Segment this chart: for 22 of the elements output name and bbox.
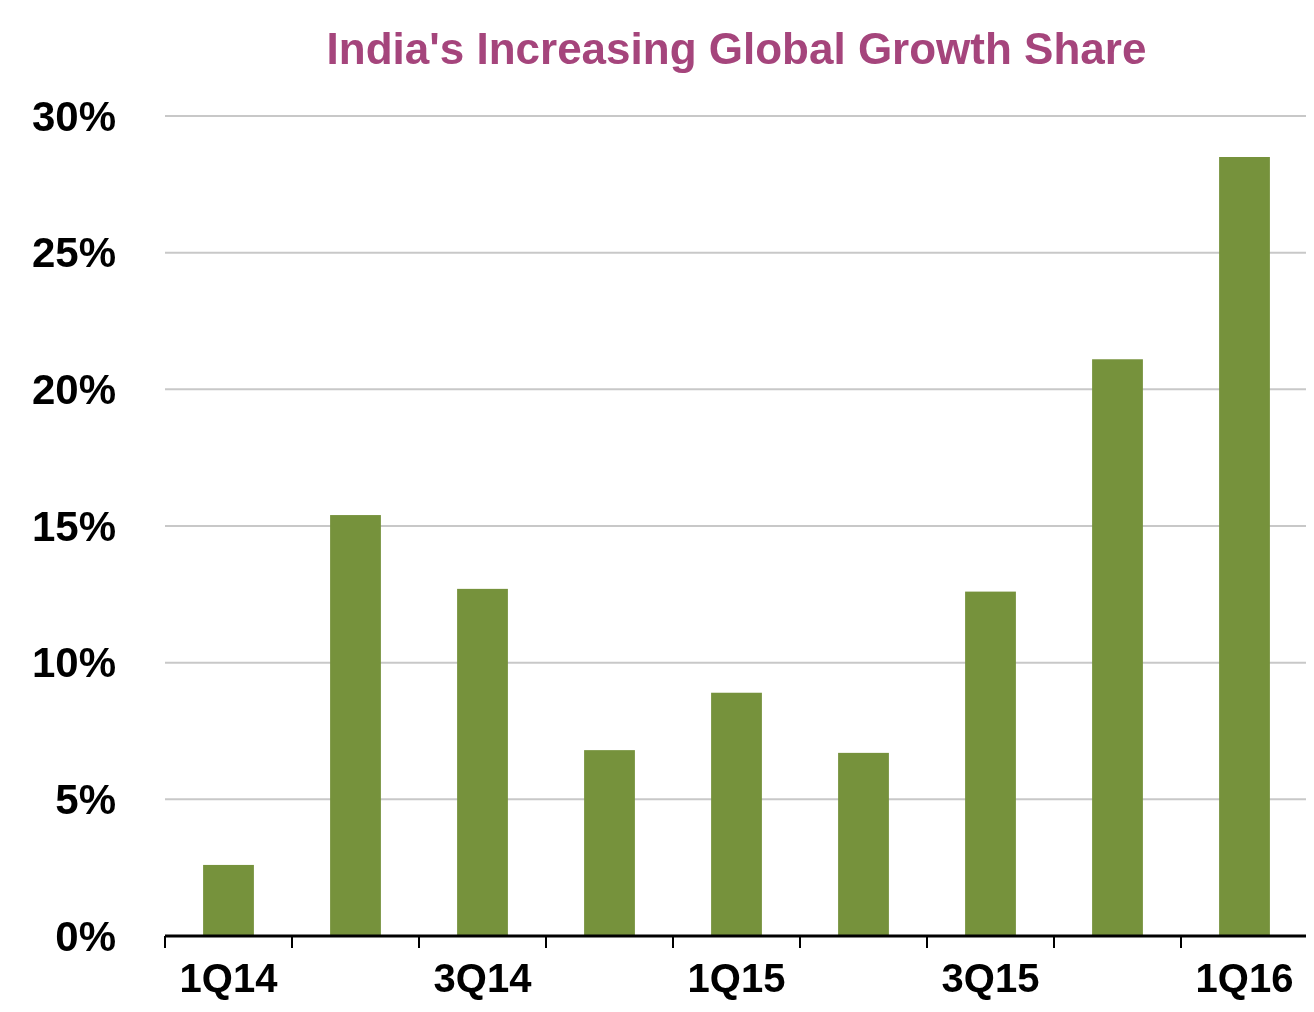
- bar: [965, 591, 1016, 936]
- bar: [457, 588, 508, 936]
- y-tick-label: 5%: [55, 776, 116, 824]
- y-tick-label: 10%: [31, 639, 116, 687]
- bar: [711, 692, 762, 936]
- bar: [1219, 157, 1270, 936]
- chart-title: India's Increasing Global Growth Share: [326, 24, 1147, 73]
- x-tick-label: 1Q16: [1195, 956, 1294, 1000]
- y-tick-label: 25%: [31, 229, 116, 277]
- y-tick-label: 20%: [31, 366, 116, 414]
- y-tick-label: 15%: [31, 502, 116, 550]
- bar: [203, 864, 254, 936]
- y-tick-label: 30%: [31, 92, 116, 140]
- bar: [584, 750, 635, 936]
- x-tick-label: 3Q14: [433, 956, 533, 1000]
- x-tick-label: 1Q15: [687, 956, 786, 1000]
- bar: [838, 752, 889, 936]
- x-tick-label: 1Q14: [179, 956, 279, 1000]
- bar: [1092, 359, 1143, 936]
- y-tick-label: 0%: [55, 912, 116, 960]
- x-tick-label: 3Q15: [941, 956, 1040, 1000]
- bar: [330, 515, 381, 936]
